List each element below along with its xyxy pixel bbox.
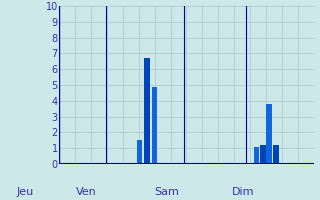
Bar (253, 147, 259, 164)
Bar (137, 140, 142, 164)
Bar (260, 145, 266, 164)
Bar (144, 58, 150, 164)
Text: Ven: Ven (76, 187, 97, 197)
Text: Sam: Sam (154, 187, 179, 197)
Bar (273, 145, 279, 164)
Text: Dim: Dim (232, 187, 254, 197)
Bar (266, 104, 272, 164)
Bar (152, 87, 157, 164)
Text: Jeu: Jeu (17, 187, 34, 197)
